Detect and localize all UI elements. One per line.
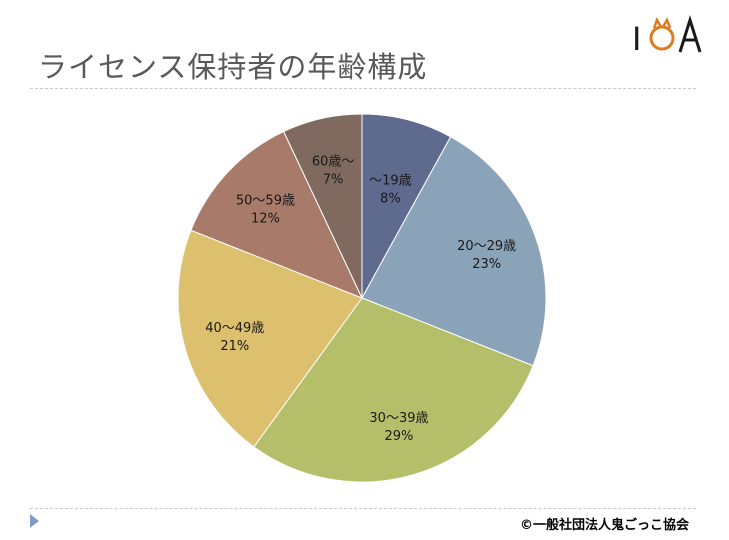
slice-category-label: 40～49歳 [205, 321, 264, 336]
slide-bullet-icon [30, 514, 39, 528]
slice-category-label: 30～39歳 [369, 411, 428, 426]
page-title: ライセンス保持者の年齢構成 [38, 50, 428, 84]
slice-percent-label: 12% [251, 211, 280, 226]
slice-category-label: ～19歳 [369, 174, 412, 189]
pie-slice [190, 130, 363, 299]
pie-slice [361, 113, 452, 299]
slice-category-label: 20～29歳 [457, 239, 516, 254]
footer-divider [30, 508, 696, 509]
slice-category-label: 60歳～ [312, 155, 355, 170]
ioa-logo: I [632, 14, 702, 58]
svg-text:I: I [632, 20, 641, 58]
slice-percent-label: 7% [323, 173, 344, 188]
slice-percent-label: 23% [472, 257, 501, 272]
slice-percent-label: 29% [385, 429, 414, 444]
pie-slice [282, 113, 363, 299]
title-divider [30, 88, 696, 89]
slice-percent-label: 8% [380, 192, 401, 207]
slice-percent-label: 21% [220, 339, 249, 354]
pie-slice [177, 229, 363, 448]
pie-slice [253, 297, 534, 483]
copyright-text: ©一般社団法人鬼ごっこ協会 [519, 518, 689, 533]
pie-slice [361, 136, 547, 367]
slice-category-label: 50～59歳 [236, 193, 295, 208]
